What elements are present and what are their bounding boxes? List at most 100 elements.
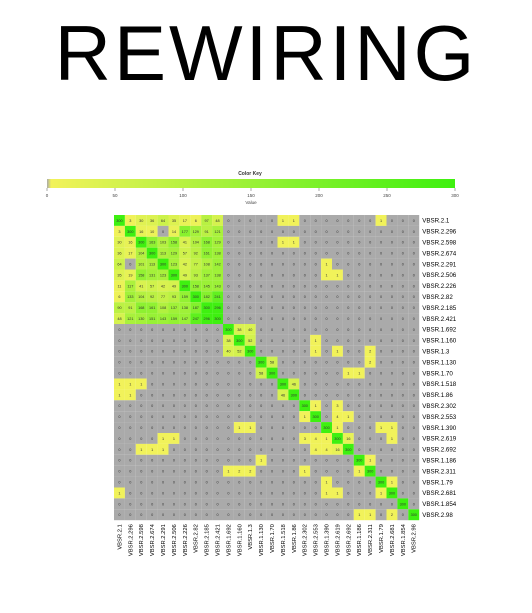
heatmap-cell-label: 0 — [249, 415, 251, 419]
heatmap-cell — [408, 400, 420, 412]
heatmap-cell — [386, 236, 398, 248]
heatmap-cell-label: 1 — [129, 393, 131, 397]
heatmap-cell-label: 57 — [150, 284, 154, 288]
color-key-tick-label: 200 — [315, 193, 323, 198]
heatmap-cell — [223, 422, 234, 433]
heatmap-cell — [212, 258, 223, 270]
heatmap-cell-label: 0 — [216, 491, 218, 495]
heatmap-cell — [288, 433, 300, 444]
heatmap-cell-label: 0 — [380, 502, 382, 506]
heatmap-cell-label: 0 — [282, 339, 284, 343]
heatmap-cell-label: 0 — [325, 219, 327, 223]
heatmap-cell — [179, 269, 191, 281]
heatmap-cell-label: 0 — [293, 339, 295, 343]
heatmap-cell — [310, 433, 322, 444]
heatmap-cell-label: 1 — [336, 426, 338, 430]
heatmap-cell-label: 0 — [402, 317, 404, 321]
heatmap-cell — [114, 465, 125, 477]
heatmap-cell — [342, 302, 354, 314]
heatmap-cell — [212, 291, 223, 303]
heatmap-cell — [397, 258, 409, 270]
heatmap-cell — [375, 215, 387, 226]
heatmap-cell — [386, 400, 398, 412]
heatmap-cell — [233, 443, 245, 455]
heatmap-cell-label: 0 — [118, 502, 120, 506]
heatmap-cell — [223, 225, 234, 237]
heatmap-cell-label: 64 — [161, 219, 165, 223]
heatmap-cell-label: 0 — [304, 339, 306, 343]
heatmap-cell — [168, 291, 180, 303]
heatmap-cell-label: 0 — [260, 241, 262, 245]
heatmap-cell-label: 0 — [315, 295, 317, 299]
heatmap-cell-label: 0 — [216, 502, 218, 506]
heatmap-cell — [190, 367, 202, 379]
column-label: VBSR.2.1 — [117, 524, 123, 549]
heatmap-cell-label: 1 — [347, 415, 349, 419]
heatmap-cell-label: 300 — [334, 437, 340, 441]
heatmap-cell — [310, 378, 322, 390]
heatmap-cell-label: 296 — [214, 306, 220, 310]
heatmap-cell — [397, 324, 409, 335]
heatmap-cell-label: 0 — [347, 241, 349, 245]
heatmap-cell-label: 0 — [325, 328, 327, 332]
heatmap-cell-label: 0 — [162, 404, 164, 408]
heatmap-cell-label: 4 — [315, 437, 317, 441]
heatmap-cell — [244, 400, 256, 412]
heatmap-cell — [408, 476, 420, 488]
column-label: VBSR.2.296 — [128, 524, 134, 556]
heatmap-cell-label: 0 — [227, 513, 229, 517]
heatmap-cell — [223, 454, 234, 466]
heatmap-cell-label: 0 — [260, 252, 262, 256]
heatmap-cell-label: 0 — [249, 219, 251, 223]
heatmap-cell — [146, 378, 158, 390]
heatmap-cell-label: 0 — [304, 295, 306, 299]
heatmap-cell — [364, 422, 376, 433]
heatmap-cell-label: 0 — [282, 437, 284, 441]
heatmap-cell — [201, 411, 213, 423]
heatmap-cell-label: 0 — [184, 491, 186, 495]
heatmap-cell-label: 0 — [293, 262, 295, 266]
heatmap-cell — [386, 225, 398, 237]
heatmap-cell — [201, 509, 213, 521]
heatmap-cell-label: 0 — [347, 480, 349, 484]
heatmap-cell — [408, 389, 420, 401]
heatmap-cell — [201, 215, 213, 226]
heatmap-cell — [168, 433, 180, 444]
heatmap-cell — [353, 247, 365, 259]
heatmap-cell — [397, 400, 409, 412]
heatmap-cell — [135, 443, 147, 455]
heatmap-cell — [223, 324, 234, 335]
heatmap-cell — [190, 443, 202, 455]
heatmap-cell — [310, 422, 322, 433]
heatmap-cell-label: 300 — [323, 426, 329, 430]
heatmap-cell — [223, 389, 234, 401]
heatmap-cell-label: 0 — [413, 459, 415, 463]
heatmap-cell-label: 0 — [162, 371, 164, 375]
heatmap-cell — [364, 236, 376, 248]
heatmap-cell-label: 0 — [282, 480, 284, 484]
heatmap-cell — [353, 258, 365, 270]
heatmap-cell-label: 0 — [293, 295, 295, 299]
heatmap-cell — [255, 334, 267, 346]
heatmap-cell — [299, 509, 311, 521]
heatmap-cell-label: 0 — [358, 502, 360, 506]
heatmap-cell-label: 0 — [162, 230, 164, 234]
heatmap-cell — [342, 400, 354, 412]
heatmap-cell — [233, 324, 245, 335]
heatmap-cell-label: 0 — [315, 230, 317, 234]
heatmap-cell-label: 0 — [151, 502, 153, 506]
heatmap-cell — [157, 443, 169, 455]
heatmap-cell — [397, 302, 409, 314]
heatmap-cell-label: 0 — [293, 437, 295, 441]
heatmap-cell-label: 0 — [206, 371, 208, 375]
heatmap-cell-label: 0 — [336, 513, 338, 517]
heatmap-cell-label: 0 — [402, 219, 404, 223]
heatmap-cell — [255, 400, 267, 412]
heatmap-cell-label: 0 — [195, 393, 197, 397]
heatmap-cell-label: 0 — [293, 361, 295, 365]
heatmap-cell-label: 0 — [358, 382, 360, 386]
heatmap-cell-label: 0 — [216, 404, 218, 408]
heatmap-cell — [114, 476, 125, 488]
heatmap-cell-label: 0 — [347, 459, 349, 463]
heatmap-cell-label: 0 — [216, 459, 218, 463]
